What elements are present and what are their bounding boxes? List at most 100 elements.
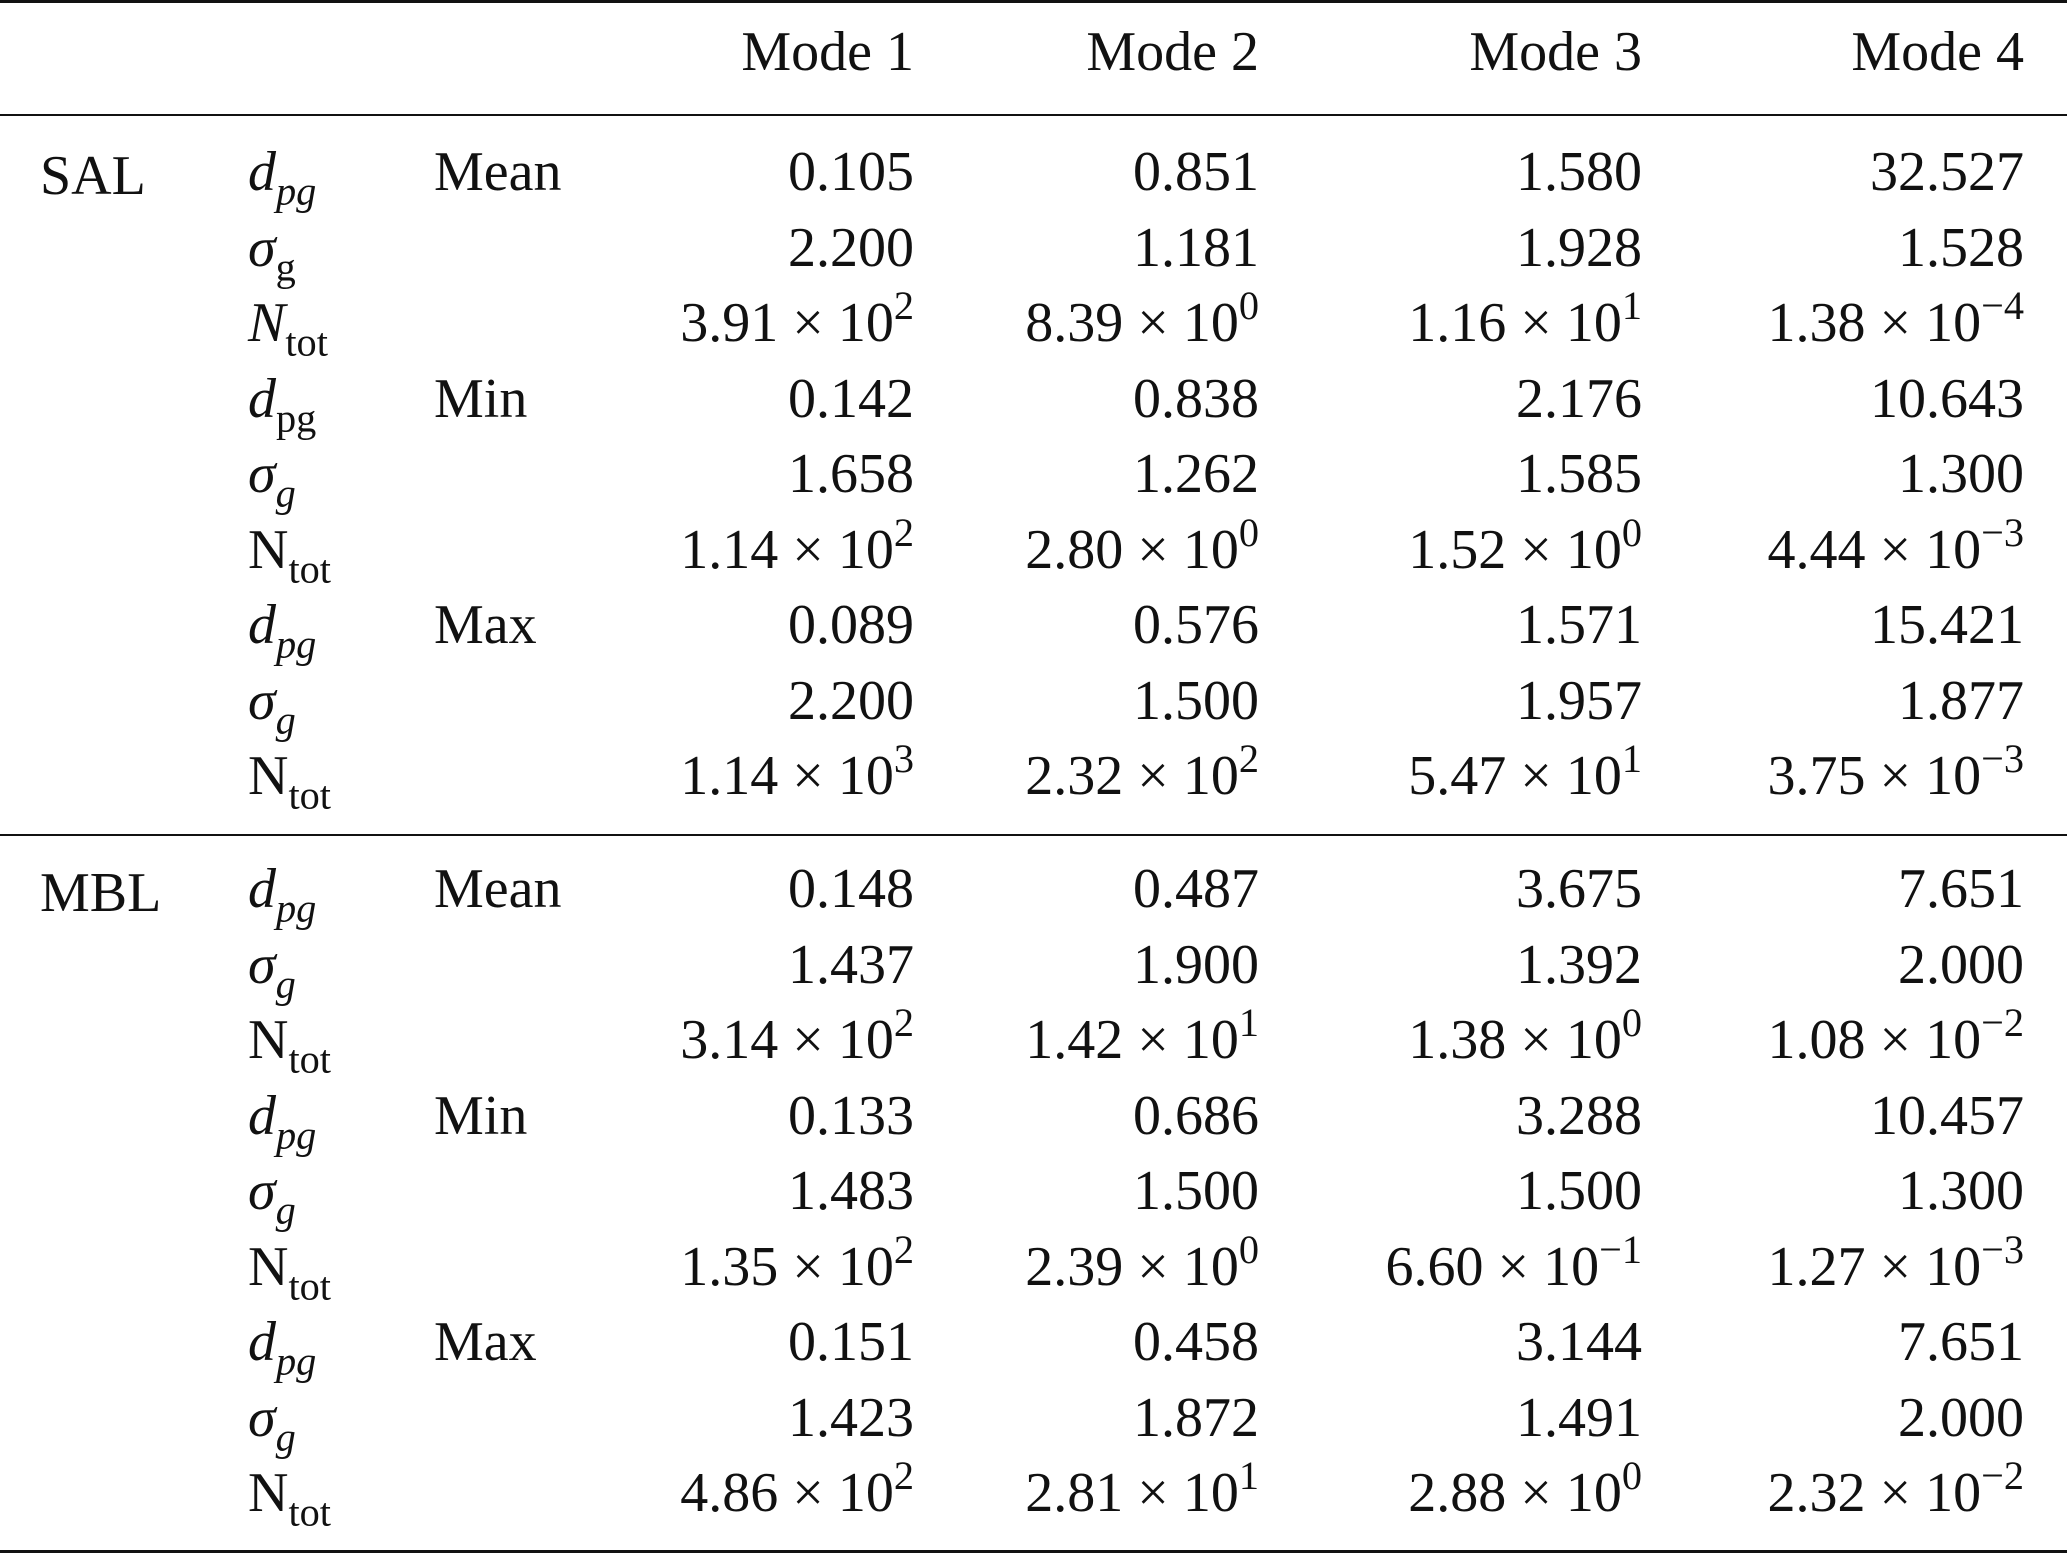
exponent: 0 bbox=[1238, 1226, 1259, 1272]
value-cell: 2.32 × 102 bbox=[1025, 738, 1259, 808]
value-cell: 1.437 bbox=[788, 933, 914, 996]
variable-base: d bbox=[248, 1084, 276, 1147]
value-cell: 1.500 bbox=[1516, 1160, 1642, 1222]
value-cell: 1.35 × 102 bbox=[680, 1229, 914, 1299]
variable-symbol: σg bbox=[248, 216, 296, 287]
times-ten: × 10 bbox=[778, 1235, 894, 1298]
value-cell: 4.86 × 102 bbox=[680, 1455, 914, 1525]
mantissa: 2.88 bbox=[1408, 1462, 1507, 1524]
times-ten: × 10 bbox=[778, 518, 894, 581]
value-cell: 1.571 bbox=[1516, 594, 1642, 656]
value-cell: 1.900 bbox=[1133, 933, 1259, 996]
mantissa: 1.16 bbox=[1408, 292, 1507, 354]
variable-base: N bbox=[248, 1009, 289, 1071]
value-cell: 1.500 bbox=[1133, 669, 1259, 732]
variable-base: σ bbox=[248, 669, 276, 732]
exponent: 3 bbox=[893, 735, 914, 781]
variable-subscript: g bbox=[275, 961, 296, 1006]
variable-subscript: g bbox=[275, 470, 296, 516]
times-ten: × 10 bbox=[1123, 292, 1239, 354]
times-ten: × 10 bbox=[778, 292, 894, 354]
variable-symbol: dpg bbox=[248, 857, 316, 928]
variable-subscript: pg bbox=[276, 395, 317, 440]
variable-subscript: tot bbox=[288, 546, 332, 591]
value-cell: 15.421 bbox=[1870, 594, 2024, 656]
times-ten: × 10 bbox=[1506, 1462, 1622, 1524]
value-cell: 1.580 bbox=[1516, 141, 1642, 203]
variable-subscript: pg bbox=[276, 1338, 317, 1384]
variable-subscript: tot bbox=[288, 1263, 332, 1308]
mantissa: 2.32 bbox=[1025, 745, 1124, 807]
mantissa: 1.35 bbox=[680, 1235, 779, 1298]
mantissa: 1.38 bbox=[1767, 292, 1866, 354]
value-cell: 1.262 bbox=[1133, 443, 1259, 505]
times-ten: × 10 bbox=[1123, 518, 1239, 581]
exponent: 2 bbox=[893, 1452, 914, 1498]
value-cell: 2.39 × 100 bbox=[1025, 1229, 1259, 1299]
value-cell: 1.08 × 10−2 bbox=[1768, 1002, 2025, 1072]
exponent: 0 bbox=[1238, 509, 1259, 555]
value-cell: 1.38 × 10−4 bbox=[1767, 285, 2025, 355]
value-cell: 1.658 bbox=[788, 443, 914, 505]
exponent: 0 bbox=[1621, 999, 1642, 1045]
value-cell: 0.089 bbox=[788, 594, 914, 656]
value-cell: 1.42 × 101 bbox=[1025, 1002, 1259, 1072]
value-cell: 1.500 bbox=[1133, 1160, 1259, 1222]
variable-symbol: σg bbox=[248, 669, 296, 740]
variable-symbol: σg bbox=[248, 442, 296, 513]
value-cell: 7.651 bbox=[1898, 858, 2024, 920]
group-label: MBL bbox=[40, 862, 162, 924]
times-ten: × 10 bbox=[1506, 292, 1622, 354]
statistic-label: Mean bbox=[434, 858, 562, 920]
times-ten: × 10 bbox=[1865, 292, 1982, 354]
mantissa: 2.39 bbox=[1025, 1235, 1124, 1298]
value-cell: 0.133 bbox=[788, 1084, 914, 1147]
exponent: 1 bbox=[1621, 735, 1642, 781]
value-cell: 1.52 × 100 bbox=[1408, 512, 1642, 582]
top-rule bbox=[0, 0, 2067, 3]
mantissa: 3.14 bbox=[680, 1009, 779, 1071]
exponent: −2 bbox=[1981, 999, 2024, 1045]
value-cell: 1.14 × 103 bbox=[680, 738, 914, 808]
value-cell: 10.457 bbox=[1870, 1084, 2024, 1147]
value-cell: 10.643 bbox=[1870, 367, 2024, 430]
variable-symbol: dpg bbox=[248, 367, 316, 438]
group-label: SAL bbox=[40, 145, 146, 207]
variable-subscript: pg bbox=[276, 168, 317, 214]
variable-base: σ bbox=[248, 216, 276, 279]
mantissa: 2.32 bbox=[1767, 1462, 1866, 1524]
value-cell: 0.151 bbox=[788, 1311, 914, 1373]
mantissa: 1.14 bbox=[680, 518, 779, 581]
mantissa: 1.42 bbox=[1025, 1009, 1124, 1071]
times-ten: × 10 bbox=[1123, 745, 1239, 807]
variable-subscript: g bbox=[275, 1414, 296, 1459]
bottom-rule bbox=[0, 1550, 2067, 1553]
variable-symbol: σg bbox=[248, 1159, 296, 1230]
value-cell: 1.16 × 101 bbox=[1408, 285, 1642, 355]
variable-subscript: tot bbox=[285, 319, 328, 365]
exponent: 0 bbox=[1621, 509, 1642, 555]
variable-base: N bbox=[248, 1235, 289, 1298]
variable-symbol: σg bbox=[248, 1386, 296, 1457]
value-cell: 3.75 × 10−3 bbox=[1768, 738, 2025, 808]
variable-subscript: g bbox=[275, 244, 296, 289]
exponent: −3 bbox=[1981, 1226, 2024, 1272]
mantissa: 1.38 bbox=[1408, 1009, 1507, 1071]
value-cell: 1.928 bbox=[1516, 216, 1642, 279]
variable-base: N bbox=[248, 745, 289, 807]
mantissa: 4.44 bbox=[1767, 518, 1866, 581]
value-cell: 0.458 bbox=[1133, 1311, 1259, 1373]
exponent: −2 bbox=[1981, 1452, 2024, 1498]
variable-base: σ bbox=[248, 933, 276, 996]
variable-base: d bbox=[248, 594, 276, 656]
exponent: 1 bbox=[1621, 282, 1642, 328]
value-cell: 0.105 bbox=[788, 141, 914, 203]
exponent: −1 bbox=[1599, 1226, 1642, 1272]
value-cell: 2.200 bbox=[788, 216, 914, 279]
times-ten: × 10 bbox=[1865, 1009, 1982, 1071]
value-cell: 2.80 × 100 bbox=[1025, 512, 1259, 582]
variable-subscript: pg bbox=[276, 885, 317, 931]
value-cell: 0.142 bbox=[788, 367, 914, 430]
value-cell: 1.423 bbox=[788, 1386, 914, 1449]
times-ten: × 10 bbox=[1483, 1235, 1600, 1298]
